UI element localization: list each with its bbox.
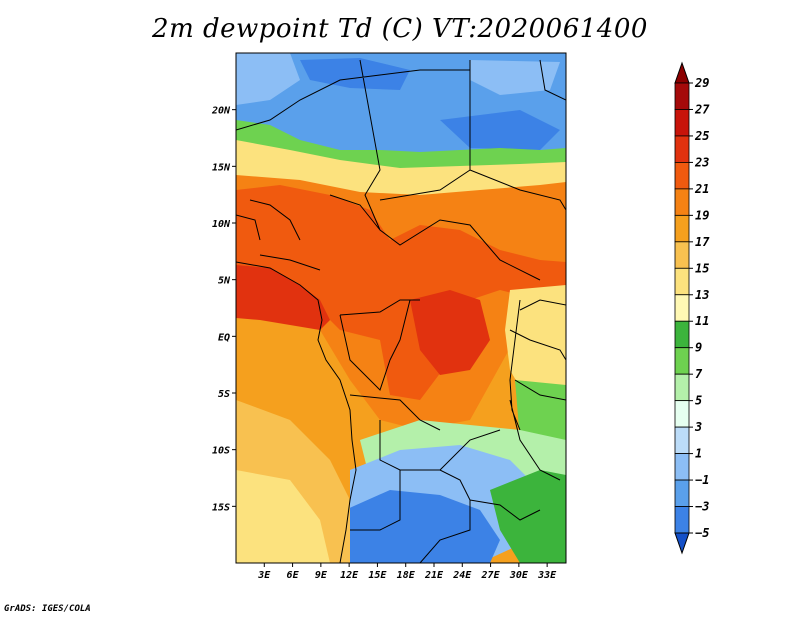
lon-tick-label: 6E: [287, 570, 300, 581]
field-very-wet: [236, 185, 566, 400]
lon-tick-label: 9E: [315, 570, 328, 581]
colorbar-label: −3: [695, 500, 709, 514]
field-sahel-yellow: [236, 140, 566, 195]
colorbar-segment: [674, 506, 690, 534]
colorbar-segment: [674, 109, 690, 137]
colorbar-below-arrow: [674, 532, 690, 555]
coastline: [236, 261, 357, 563]
colorbar-label: −5: [695, 526, 709, 540]
colorbar-label: 11: [695, 314, 709, 328]
lat-tick-label: EQ: [218, 332, 230, 343]
colorbar-label: 13: [695, 288, 709, 302]
colorbar-label: −1: [695, 473, 709, 487]
colorbar-above-arrow: [674, 61, 690, 84]
colorbar-segment: [674, 294, 690, 322]
colorbar-segment: [674, 400, 690, 428]
colorbar-label: 15: [695, 261, 709, 275]
colorbar-segment: [674, 214, 690, 243]
colorbar-segment: [674, 426, 690, 454]
border-lines: [236, 59, 566, 563]
lon-tick-label: 27E: [481, 570, 501, 581]
lat-tick-label: 5S: [218, 389, 230, 400]
field-eastafrica-pale: [505, 285, 566, 405]
colorbar-label: 1: [695, 447, 702, 461]
lon-tick-label: 18E: [397, 570, 416, 581]
colorbar-label: 21: [694, 182, 709, 196]
colorbar-segment: [674, 162, 690, 190]
lat-tick-label: 5N: [218, 276, 231, 287]
lat-tick-label: 10S: [212, 446, 230, 457]
colorbar-segment: [674, 373, 690, 402]
colorbar-label: 5: [695, 394, 702, 408]
colorbar-segment: [674, 135, 690, 163]
lon-tick-label: 12E: [340, 570, 359, 581]
field-coast-max: [236, 265, 330, 330]
colorbar-segment: [674, 347, 690, 375]
longitude-axis: 3E 6E 9E 12E 15E 18E 21E 24E 27E 30E 33E: [257, 563, 557, 581]
lon-tick-label: 30E: [509, 570, 529, 581]
lat-tick-label: 15S: [212, 502, 230, 513]
colorbar-segment: [674, 320, 690, 349]
colorbar-segment: [674, 479, 690, 507]
lat-tick-label: 15N: [212, 162, 231, 173]
field-south-dry: [345, 490, 500, 563]
field-southwest-orange: [236, 400, 350, 563]
colorbar-segment: [674, 82, 690, 110]
colorbar-segment: [674, 453, 690, 481]
latitude-axis: 20N 15N 10N 5N EQ 5S 10S 15S: [211, 106, 236, 513]
colorbar-label: 19: [695, 208, 709, 222]
colorbar-label: 23: [694, 155, 709, 169]
lon-tick-label: 15E: [368, 570, 387, 581]
map-title: 2m dewpoint Td (C) VT:2020061400: [152, 14, 648, 44]
colorbar-label: 25: [694, 129, 709, 143]
grads-credit: GrADS: IGES/COLA: [4, 604, 91, 614]
colorbar-segment: [674, 267, 690, 296]
colorbar-segment: [674, 241, 690, 269]
colorbar-label: 17: [695, 235, 710, 249]
lon-tick-label: 21E: [424, 570, 444, 581]
map-frame: [235, 52, 567, 564]
dewpoint-field: [236, 53, 566, 563]
colorbar-label: 27: [694, 102, 710, 116]
colorbar-label: 9: [695, 341, 702, 355]
lon-tick-label: 24E: [452, 570, 472, 581]
lat-tick-label: 10N: [212, 219, 231, 230]
field-sahara-very-dry: [300, 58, 560, 150]
field-sahara-moist-patch: [236, 53, 560, 105]
colorbar-label: 29: [694, 76, 709, 90]
field-congo-max: [410, 290, 490, 375]
country-boundaries: [236, 59, 566, 563]
lon-tick-label: 33E: [537, 570, 557, 581]
colorbar-label: 3: [694, 420, 702, 434]
colorbar: 29 27 25 23 21 19 17 15 13 11 9 7 5 3 1 −1 −3 −5: [674, 61, 710, 555]
lon-tick-label: 3E: [257, 570, 271, 581]
lat-tick-label: 20N: [211, 106, 231, 117]
colorbar-label: 7: [695, 367, 703, 381]
colorbar-segment: [674, 188, 690, 216]
